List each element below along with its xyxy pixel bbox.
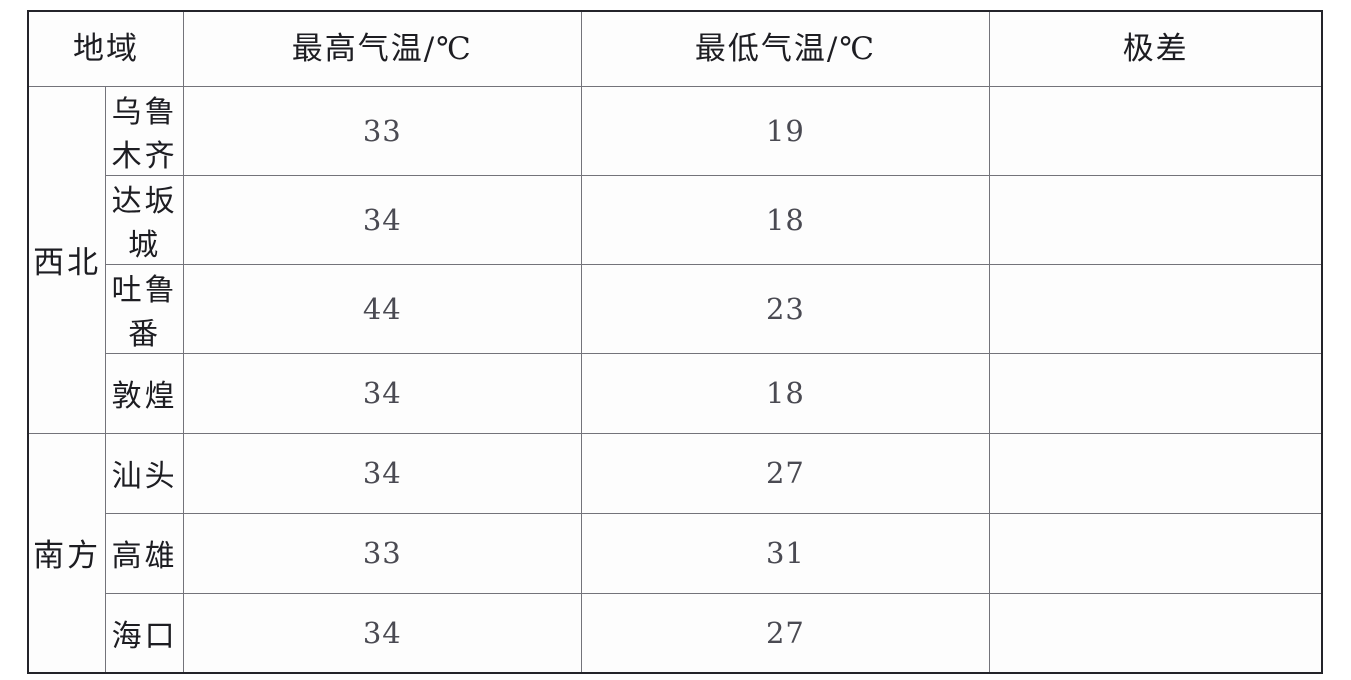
range-value-blank[interactable] <box>989 432 1323 514</box>
max-temp-value: 34 <box>183 432 582 514</box>
table-row: 高雄 33 31 <box>28 512 1323 594</box>
max-temp-value: 34 <box>183 174 582 265</box>
table-row: 吐鲁番 44 23 <box>28 263 1323 354</box>
table-row: 海口 34 27 <box>28 592 1323 674</box>
city-name: 汕头 <box>105 432 185 514</box>
table-row: 南方 汕头 34 27 <box>27 432 1323 674</box>
min-temp-value: 31 <box>580 512 991 594</box>
header-min-temp: 最低气温/℃ <box>580 10 991 87</box>
range-value-blank[interactable] <box>989 352 1323 434</box>
city-name: 吐鲁番 <box>105 263 185 354</box>
max-temp-value: 34 <box>183 352 582 434</box>
min-temp-value: 27 <box>580 432 991 514</box>
range-value-blank[interactable] <box>989 592 1323 674</box>
table-row: 达坂城 34 18 <box>28 174 1323 265</box>
range-value-blank[interactable] <box>989 512 1323 594</box>
region-label-south: 南方 <box>27 432 107 674</box>
table-header: 地域 最高气温/℃ 最低气温/℃ 极差 <box>27 10 1323 87</box>
region-label-northwest: 西北 <box>27 85 107 434</box>
max-temp-value: 34 <box>183 592 582 674</box>
range-value-blank[interactable] <box>989 85 1323 176</box>
table-row: 西北 乌鲁木齐 33 19 <box>27 85 1323 434</box>
range-value-blank[interactable] <box>989 174 1323 265</box>
city-name: 高雄 <box>105 512 185 594</box>
city-name: 海口 <box>105 592 185 674</box>
max-temp-value: 33 <box>183 512 582 594</box>
min-temp-value: 23 <box>580 263 991 354</box>
min-temp-value: 18 <box>580 174 991 265</box>
max-temp-value: 33 <box>183 85 582 176</box>
min-temp-value: 27 <box>580 592 991 674</box>
city-name: 乌鲁木齐 <box>105 85 185 176</box>
range-value-blank[interactable] <box>989 263 1323 354</box>
city-name: 敦煌 <box>105 352 185 434</box>
table-row: 敦煌 34 18 <box>28 352 1323 434</box>
min-temp-value: 19 <box>580 85 991 176</box>
city-name: 达坂城 <box>105 174 185 265</box>
header-row: 地域 最高气温/℃ 最低气温/℃ 极差 <box>27 10 1323 87</box>
temperature-table: 地域 最高气温/℃ 最低气温/℃ 极差 西北 乌鲁木齐 33 19 达坂城 34… <box>27 10 1323 674</box>
header-max-temp: 最高气温/℃ <box>183 10 582 87</box>
header-range: 极差 <box>989 10 1323 87</box>
header-region: 地域 <box>27 10 185 87</box>
table-body: 西北 乌鲁木齐 33 19 达坂城 34 18 吐鲁番 44 23 敦煌 34 <box>27 85 1323 674</box>
min-temp-value: 18 <box>580 352 991 434</box>
max-temp-value: 44 <box>183 263 582 354</box>
